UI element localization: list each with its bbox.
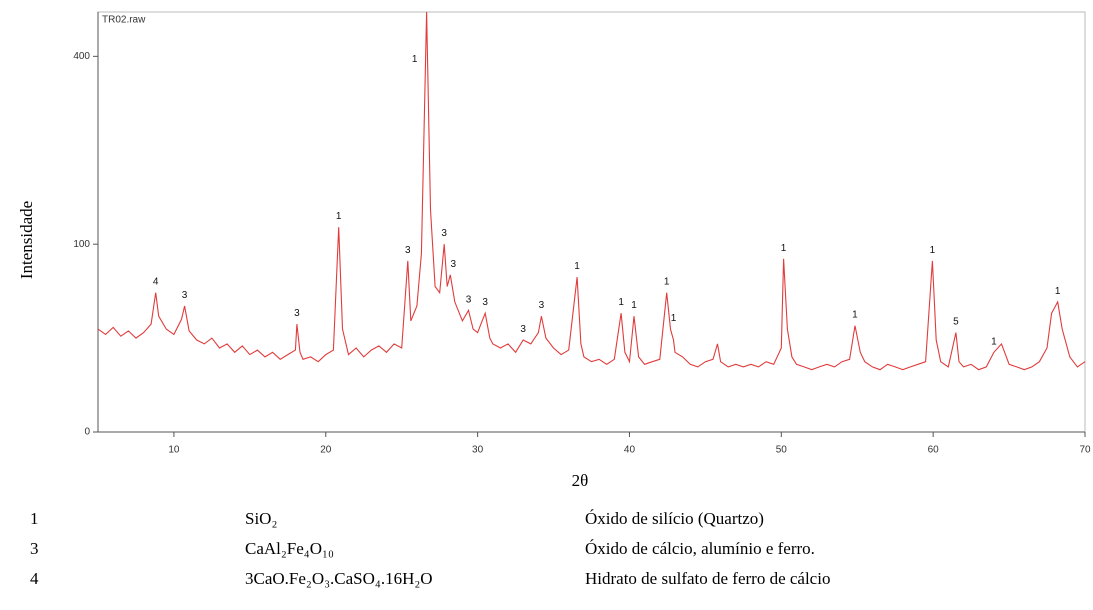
peak-label: 3 <box>520 324 526 335</box>
plot-frame <box>97 11 1086 433</box>
peak-label: 3 <box>294 308 300 319</box>
peak-label: 1 <box>852 310 858 321</box>
phase-name: Hidrato de sulfato de ferro de cálcio <box>585 569 830 588</box>
x-tick-label: 30 <box>472 445 484 456</box>
phase-name: Óxido de silício (Quartzo) <box>585 509 764 528</box>
peak-label: 1 <box>930 245 936 256</box>
x-tick-label: 50 <box>776 445 788 456</box>
peak-label: 5 <box>953 317 959 328</box>
peak-label: 3 <box>539 300 545 311</box>
phase-formula: SiO₂ <box>245 509 277 528</box>
peak-label: 1 <box>781 243 787 254</box>
peak-label: 3 <box>182 290 188 301</box>
peak-label: 1 <box>671 313 677 324</box>
peak-label: 1 <box>664 277 670 288</box>
xrd-line <box>97 11 1086 371</box>
peak-label: 3 <box>466 294 472 305</box>
phase-formula: CaAl₂Fe₄O₁₀ <box>245 539 334 558</box>
peak-label: 1 <box>336 211 342 222</box>
peak-label: 1 <box>574 261 580 272</box>
phase-name: Óxido de cálcio, alumínio e ferro. <box>585 539 815 558</box>
peak-label: 1 <box>412 54 418 65</box>
x-tick-label: 40 <box>624 445 636 456</box>
peak-label: 1 <box>631 300 637 311</box>
peak-label: 3 <box>441 228 447 239</box>
peak-label: 3 <box>405 245 411 256</box>
x-axis-title: 2θ <box>572 471 589 490</box>
x-tick-label: 60 <box>928 445 940 456</box>
x-tick-label: 20 <box>320 445 332 456</box>
peak-label: 1 <box>618 297 624 308</box>
peak-label: 1 <box>991 336 997 347</box>
phase-number: 3 <box>30 539 39 558</box>
y-axis-title: Intensidade <box>17 201 36 279</box>
peak-label: 1 <box>1055 286 1061 297</box>
file-label: TR02.raw <box>102 15 146 26</box>
y-tick-label: 0 <box>84 427 90 438</box>
peak-label: 3 <box>482 297 488 308</box>
y-tick-label: 100 <box>73 239 90 250</box>
phase-number: 4 <box>30 569 39 588</box>
peak-label: 3 <box>451 259 457 270</box>
x-tick-label: 10 <box>168 445 180 456</box>
y-tick-label: 400 <box>73 51 90 62</box>
phase-formula: 3CaO.Fe₂O₃.CaSO₄.16H₂O <box>245 569 433 588</box>
phase-number: 1 <box>30 509 39 528</box>
peak-label: 4 <box>153 277 159 288</box>
x-tick-label: 70 <box>1079 445 1091 456</box>
